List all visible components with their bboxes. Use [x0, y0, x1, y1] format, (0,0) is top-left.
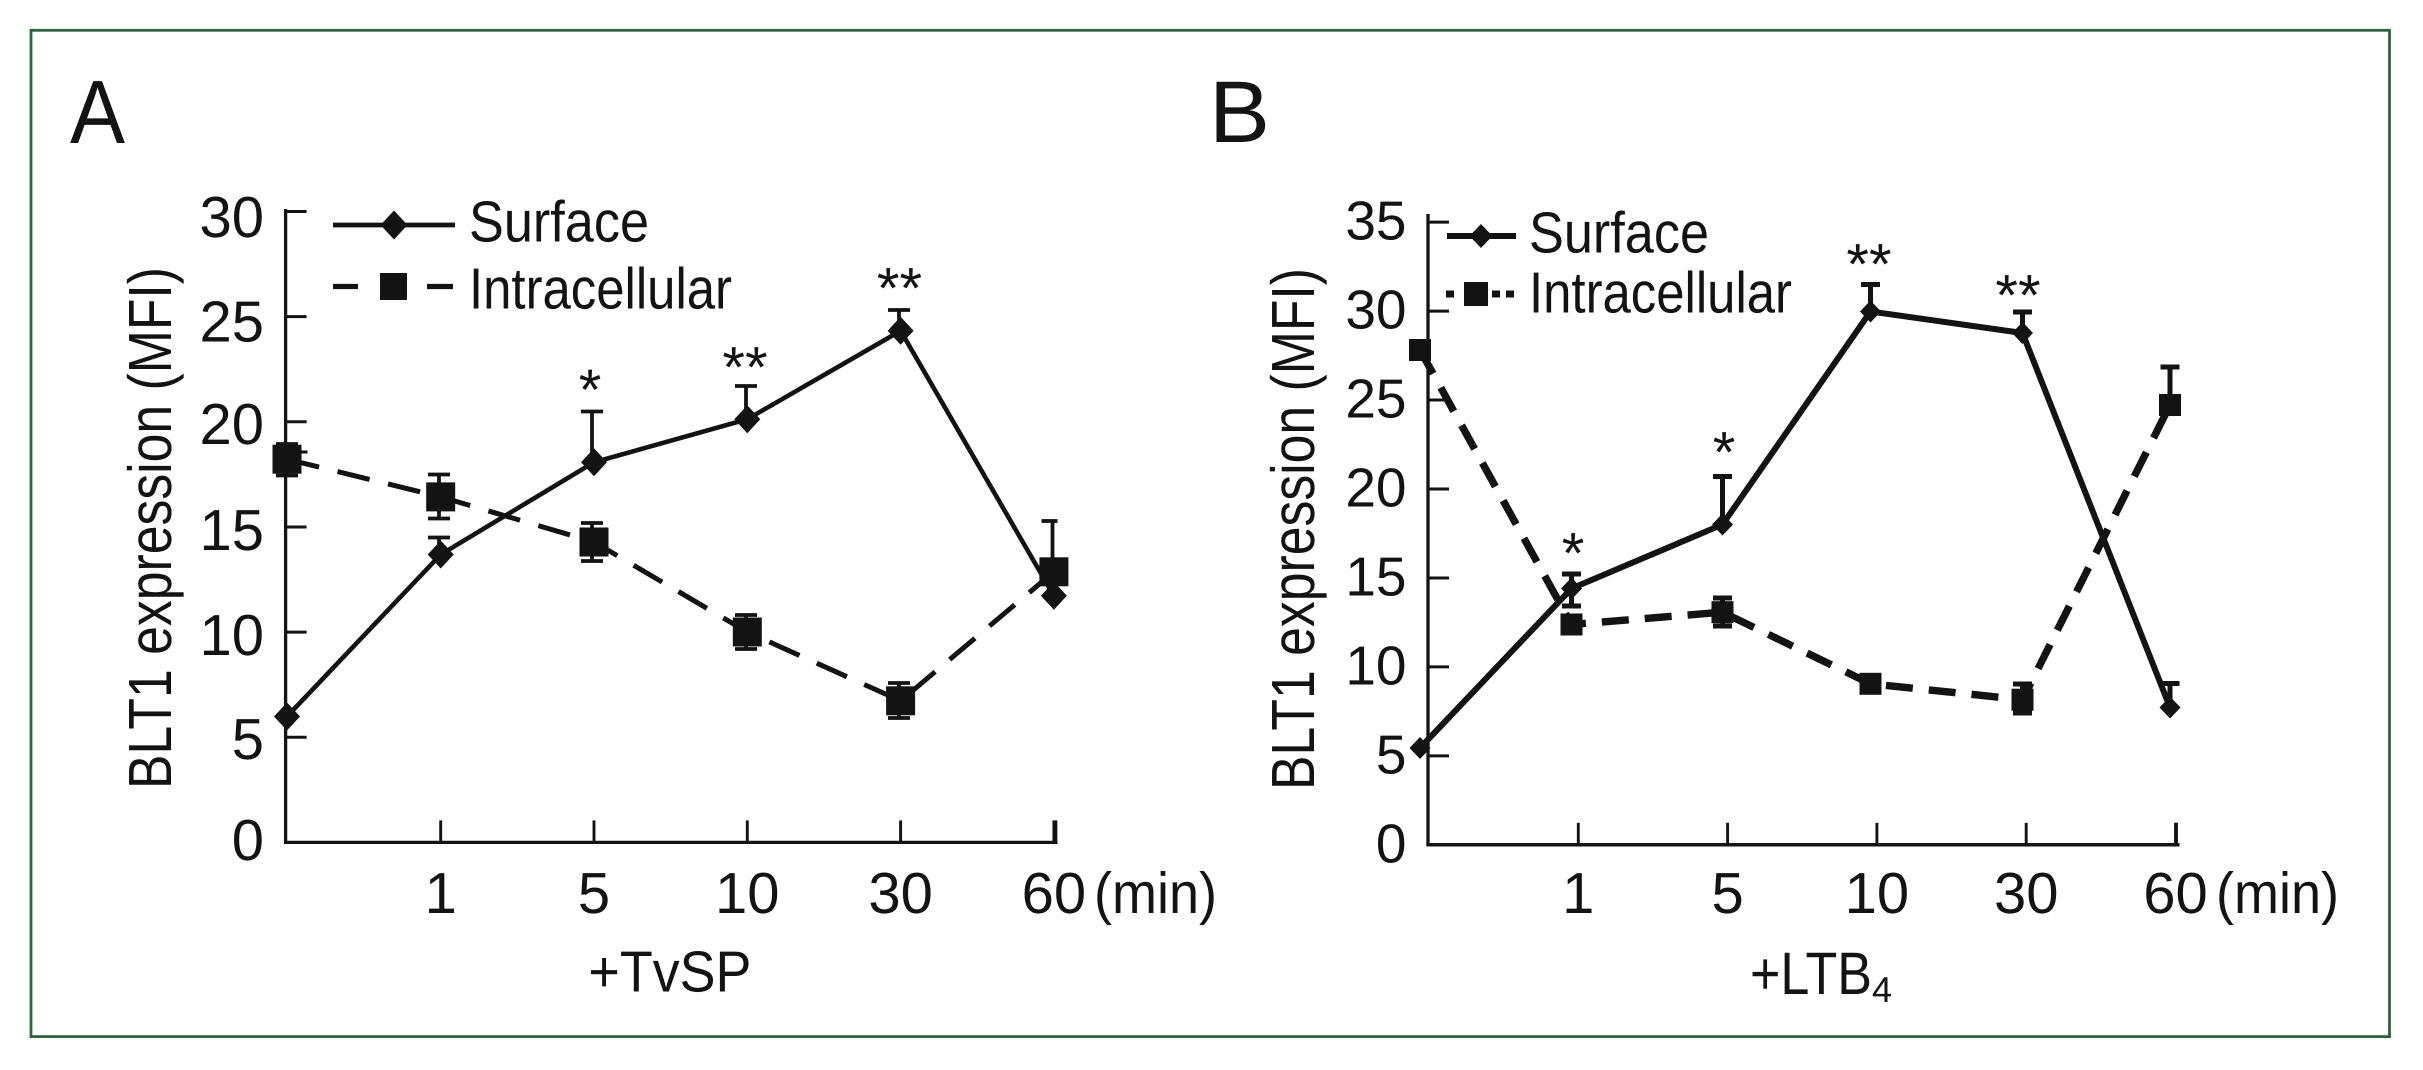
- svg-text:0: 0: [1376, 812, 1407, 874]
- svg-text:**: **: [1846, 232, 1891, 297]
- svg-text:+TvSP: +TvSP: [588, 940, 751, 1005]
- svg-text:**: **: [877, 256, 922, 321]
- svg-text:**: **: [1995, 263, 2040, 328]
- svg-text:1: 1: [1562, 861, 1594, 926]
- svg-text:5: 5: [1711, 861, 1743, 926]
- svg-text:(min): (min): [2216, 861, 2339, 926]
- svg-text:A: A: [70, 63, 125, 163]
- svg-text:*: *: [1562, 521, 1585, 586]
- svg-text:35: 35: [1345, 190, 1406, 252]
- svg-text:BLT1 expression (MFI): BLT1 expression (MFI): [1259, 268, 1327, 790]
- svg-text:5: 5: [578, 861, 610, 926]
- svg-text:10: 10: [1345, 634, 1406, 696]
- svg-text:Intracellular: Intracellular: [469, 257, 732, 322]
- svg-text:Intracellular: Intracellular: [1529, 260, 1792, 325]
- svg-text:10: 10: [1845, 861, 1910, 926]
- svg-text:Surface: Surface: [1529, 201, 1709, 266]
- svg-text:30: 30: [868, 861, 933, 926]
- svg-text:15: 15: [1345, 545, 1406, 607]
- svg-text:1: 1: [425, 861, 457, 926]
- svg-text:60: 60: [2143, 861, 2208, 926]
- svg-text:30: 30: [199, 185, 264, 250]
- svg-text:*: *: [1713, 420, 1736, 485]
- svg-text:Surface: Surface: [469, 190, 649, 255]
- svg-text:*: *: [579, 357, 602, 422]
- svg-text:10: 10: [715, 861, 780, 926]
- svg-text:15: 15: [199, 498, 264, 563]
- svg-text:BLT1 expression (MFI): BLT1 expression (MFI): [116, 267, 184, 789]
- svg-text:30: 30: [1994, 861, 2059, 926]
- svg-text:5: 5: [232, 707, 264, 772]
- svg-text:B: B: [1209, 63, 1270, 161]
- svg-text:5: 5: [1376, 723, 1407, 785]
- svg-text:+LTB: +LTB: [1750, 940, 1872, 1007]
- svg-text:30: 30: [1345, 279, 1406, 341]
- svg-text:**: **: [722, 335, 767, 400]
- svg-text:20: 20: [199, 392, 264, 457]
- svg-text:20: 20: [1345, 457, 1406, 519]
- svg-text:25: 25: [1345, 368, 1406, 430]
- svg-text:4: 4: [1872, 969, 1892, 1010]
- svg-text:(min): (min): [1094, 861, 1217, 926]
- svg-text:60: 60: [1022, 861, 1087, 926]
- svg-text:25: 25: [199, 290, 264, 355]
- svg-text:0: 0: [232, 808, 264, 873]
- svg-text:10: 10: [199, 603, 264, 668]
